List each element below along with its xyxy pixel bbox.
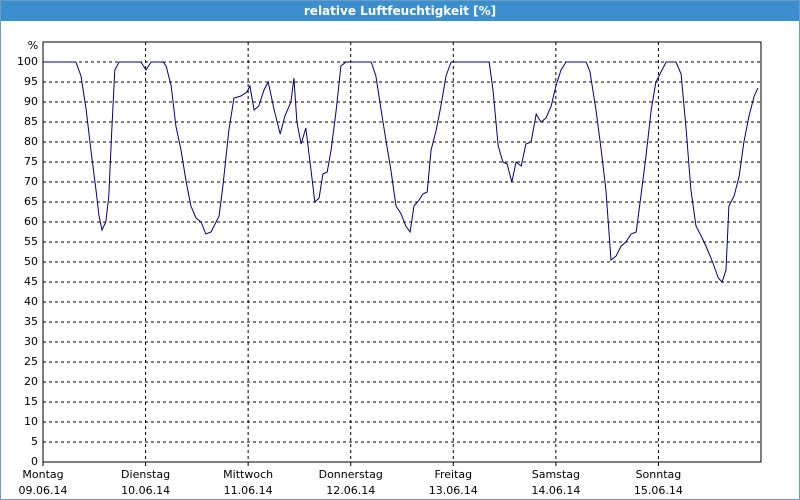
line — [43, 61, 759, 283]
title-bar: relative Luftfeuchtigkeit [%] — [1, 1, 799, 21]
y-tick-label: 60 — [24, 215, 38, 228]
y-tick-label: 55 — [24, 235, 38, 248]
x-tick-date: 12.06.14 — [326, 484, 375, 497]
y-tick-label: 70 — [24, 175, 38, 188]
y-tick-label: 35 — [24, 315, 38, 328]
x-tick-date: 13.06.14 — [429, 484, 478, 497]
y-tick-label: 85 — [24, 115, 38, 128]
x-tick-date: 14.06.14 — [531, 484, 580, 497]
x-tick-label: Dienstag — [121, 468, 170, 481]
y-tick-label: 20 — [24, 375, 38, 388]
y-tick-label: 100 — [17, 55, 38, 68]
x-tick-label: Montag — [22, 468, 63, 481]
x-tick-label: Samstag — [532, 468, 580, 481]
y-tick-label: 80 — [24, 135, 38, 148]
x-tick-label: Donnerstag — [319, 468, 383, 481]
y-tick-label: 0 — [31, 455, 38, 468]
x-tick-date: 15.06.14 — [634, 484, 683, 497]
y-tick-label: 10 — [24, 415, 38, 428]
x-tick-date: 10.06.14 — [121, 484, 170, 497]
y-tick-label: 95 — [24, 75, 38, 88]
y-axis-label: % — [28, 39, 38, 52]
y-tick-label: 5 — [31, 435, 38, 448]
x-tick-date: 11.06.14 — [224, 484, 273, 497]
y-tick-label: 90 — [24, 95, 38, 108]
x-tick-date: 09.06.14 — [19, 484, 68, 497]
y-tick-label: 45 — [24, 275, 38, 288]
y-tick-label: 30 — [24, 335, 38, 348]
plot-border — [42, 41, 762, 463]
x-tick-label: Sonntag — [636, 468, 682, 481]
y-tick-label: 25 — [24, 355, 38, 368]
x-tick-label: Mittwoch — [223, 468, 273, 481]
y-tick-label: 50 — [24, 255, 38, 268]
plot-area — [43, 42, 761, 462]
y-tick-label: 15 — [24, 395, 38, 408]
x-tick-label: Freitag — [434, 468, 472, 481]
y-tick-label: 65 — [24, 195, 38, 208]
y-tick-label: 40 — [24, 295, 38, 308]
y-tick-label: 75 — [24, 155, 38, 168]
